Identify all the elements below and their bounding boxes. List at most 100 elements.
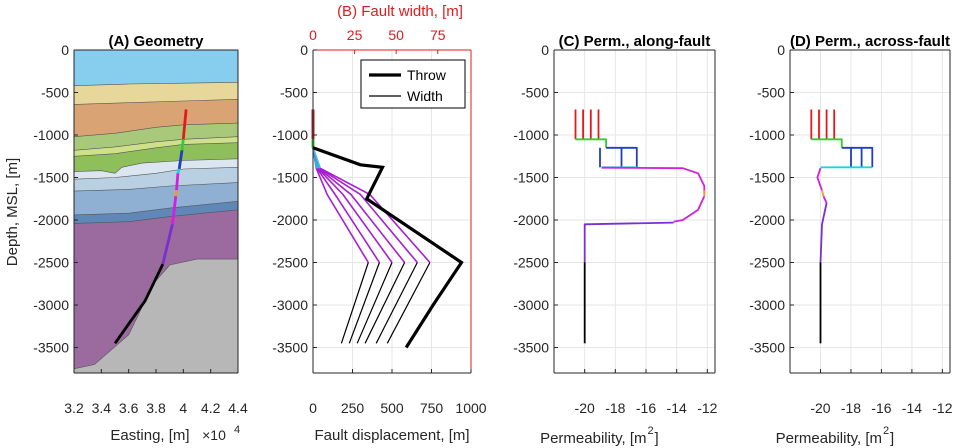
- y-tick-label: -500: [757, 85, 785, 101]
- y-tick-label: -1500: [272, 170, 308, 186]
- x-tick-label: 1000: [455, 400, 486, 416]
- x-tick-label: -14: [667, 400, 687, 416]
- permeability-series: [575, 138, 607, 148]
- x-axis-label: Fault displacement, [m]: [314, 427, 469, 444]
- width-curve-lower: [375, 262, 418, 344]
- x-tick-label: -16: [871, 400, 891, 416]
- panel-title: (B) Fault width, [m]: [337, 3, 463, 20]
- y-tick-label: 0: [300, 42, 308, 58]
- top-tick-label: 50: [388, 27, 404, 43]
- panel-title: (C) Perm., along-fault: [559, 33, 711, 50]
- permeability-series: [816, 167, 823, 191]
- x-tick-label: 250: [341, 400, 365, 416]
- x-tick-label: 500: [380, 400, 404, 416]
- panel-d-across-fault-permeability: (D) Perm., across-fault 0 -500 -1000 -1500 -2…: [749, 33, 953, 447]
- x-axis-label-superscript: 2: [648, 425, 654, 437]
- fault-segment: [161, 223, 174, 265]
- y-tick-label: -2500: [272, 255, 308, 271]
- y-tick-label: -1500: [749, 170, 785, 186]
- permeability-series: [821, 190, 825, 197]
- y-tick-label: -3000: [33, 297, 69, 313]
- top-tick-label: 0: [309, 27, 317, 43]
- panel-b-displacement: 0 25 50 75 (B) Fault width, [m] Throw Width 0 -5…: [272, 3, 487, 444]
- permeability-series: [822, 195, 828, 204]
- permeability-series: [841, 146, 874, 168]
- width-curve-upper: [312, 147, 321, 169]
- fault-segment: [175, 173, 180, 191]
- x-axis-label-end: ]: [655, 430, 659, 447]
- y-tick-label: -500: [521, 85, 549, 101]
- y-tick-label: -3000: [749, 297, 785, 313]
- y-tick-label: 0: [777, 42, 785, 58]
- y-tick-label: 0: [541, 42, 549, 58]
- panel-c-along-fault-permeability: (C) Perm., along-fault 0 -500 -1000 -1500 -20…: [513, 33, 717, 447]
- x-tick-label: -12: [697, 400, 717, 416]
- top-tick-label: 25: [347, 27, 363, 43]
- x-tick-label: 3.2: [64, 400, 84, 416]
- width-curve-lower: [386, 262, 431, 344]
- x-axis-label-superscript: 2: [883, 425, 889, 437]
- y-tick-label: -1000: [272, 127, 308, 143]
- fault-segment: [113, 263, 165, 345]
- x-tick-label: 3.8: [146, 400, 166, 416]
- x-tick-label: 4.2: [201, 400, 221, 416]
- y-tick-label: -3000: [513, 297, 549, 313]
- x-tick-label: -18: [605, 400, 625, 416]
- y-tick-label: -1000: [33, 127, 69, 143]
- y-tick-label: -1000: [513, 127, 549, 143]
- fault-segment: [181, 109, 188, 140]
- legend-width-label: Width: [407, 88, 443, 104]
- y-tick-label: -3500: [513, 340, 549, 356]
- permeability-series: [811, 138, 843, 148]
- y-tick-label: -1500: [33, 170, 69, 186]
- y-tick-label: -2000: [33, 212, 69, 228]
- y-tick-label: -2000: [749, 212, 785, 228]
- x-axis-label: Easting, [m]: [110, 427, 189, 444]
- panel-title: (D) Perm., across-fault: [790, 33, 950, 50]
- fault-segment: [176, 168, 181, 174]
- y-tick-label: -2500: [749, 255, 785, 271]
- fault-segment: [171, 196, 178, 225]
- geologic-layer: [74, 258, 238, 373]
- panel-a-geometry: (A) Geometry 0 -500 -1000 -1500 -2000 -2500 -30…: [4, 33, 248, 444]
- legend-box: [360, 59, 466, 109]
- x-axis-label-end: ]: [890, 430, 894, 447]
- y-axis-label: Depth, MSL, [m]: [4, 158, 21, 266]
- x-tick-label: 750: [420, 400, 444, 416]
- permeability-series: [601, 166, 706, 195]
- x-tick-label: -20: [810, 400, 830, 416]
- x-tick-label: -12: [932, 400, 952, 416]
- y-tick-label: -1000: [749, 127, 785, 143]
- y-tick-label: -3500: [272, 340, 308, 356]
- y-tick-label: -2500: [513, 255, 549, 271]
- x-exponent-power: 4: [234, 424, 240, 436]
- permeability-series: [583, 221, 674, 263]
- y-tick-label: -2000: [513, 212, 549, 228]
- x-tick-label: -16: [636, 400, 656, 416]
- x-tick-label: 4: [179, 400, 187, 416]
- layers-group: [74, 50, 238, 373]
- fault-segment: [174, 190, 178, 197]
- x-tick-label: 4.4: [228, 400, 248, 416]
- permeability-series: [819, 202, 828, 263]
- fault-segment: [180, 139, 185, 151]
- x-tick-label: -18: [841, 400, 861, 416]
- x-tick-label: 3.6: [119, 400, 139, 416]
- width-curve-lower: [356, 262, 393, 344]
- y-tick-label: -500: [41, 85, 69, 101]
- permeability-series: [606, 146, 638, 168]
- y-tick-label: -2500: [33, 255, 69, 271]
- y-tick-label: -3500: [33, 340, 69, 356]
- x-axis-label: Permeability, [m: [540, 430, 646, 447]
- x-tick-label: -20: [575, 400, 595, 416]
- throw-line: [312, 146, 464, 349]
- x-tick-label: 3.4: [92, 400, 112, 416]
- width-curve-lower: [340, 262, 369, 344]
- y-tick-label: 0: [61, 42, 69, 58]
- permeability-series: [673, 195, 706, 223]
- top-tick-label: 75: [430, 27, 446, 43]
- x-exponent-label: ×10: [202, 427, 226, 443]
- fault-segment: [177, 150, 184, 170]
- legend-throw-label: Throw: [407, 67, 447, 83]
- y-tick-label: -2000: [272, 212, 308, 228]
